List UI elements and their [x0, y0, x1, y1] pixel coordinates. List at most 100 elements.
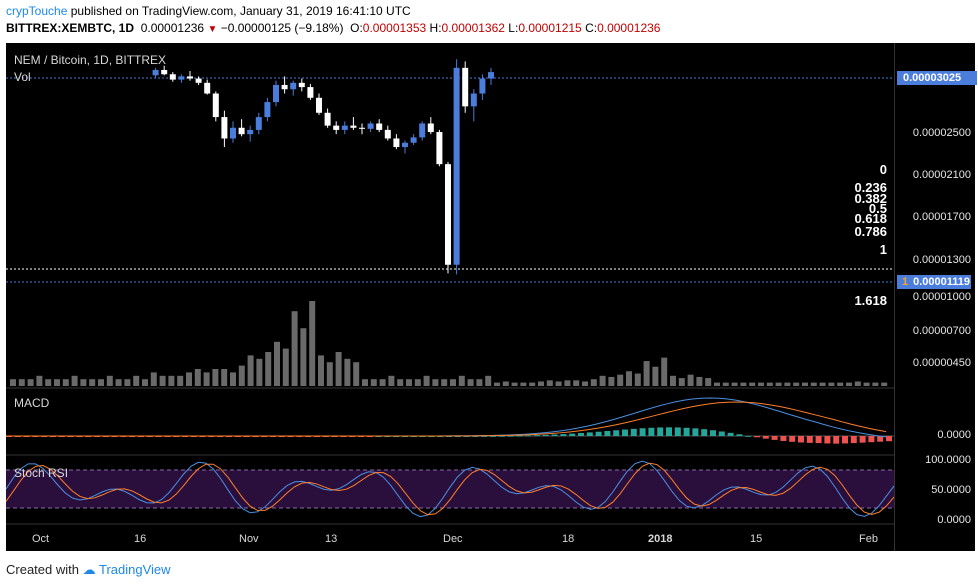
volume-bar [819, 382, 826, 386]
volume-bar [142, 379, 148, 386]
price-tick: 0.00001300 [912, 254, 971, 266]
fib-label-0382: 0.382 [854, 191, 887, 206]
macd-histogram-bar [806, 436, 813, 443]
fib-label-1618: 1.618 [854, 293, 887, 308]
volume-label: Vol [14, 70, 31, 84]
footer: Created with ☁ TradingView [6, 562, 171, 578]
candle [204, 82, 211, 94]
price-tag-high: 0.00003025 [897, 71, 977, 85]
volume-bar [414, 379, 421, 386]
volume-bar [221, 369, 228, 386]
candle [419, 123, 426, 138]
candle [316, 97, 322, 113]
macd-histogram-bar [446, 435, 452, 437]
volume-bar [45, 379, 52, 386]
macd-histogram-bar [525, 435, 532, 437]
volume-bar [573, 380, 580, 386]
volume-bar [133, 375, 140, 386]
macd-histogram-bar [648, 427, 655, 436]
ohlc-line: BITTREX:XEMBTC, 1D 0.00001236 ▼ −0.00000… [6, 21, 660, 35]
candle [462, 67, 469, 107]
candle [169, 74, 176, 80]
time-label: 15 [750, 533, 763, 545]
down-arrow-icon: ▼ [207, 24, 218, 35]
candle [341, 125, 348, 130]
chart-canvas[interactable]: NEM / Bitcoin, 1D, BITTREX Vol MACD Stoc… [5, 43, 895, 551]
macd-histogram-bar [305, 436, 312, 437]
fib-label-0618: 0.618 [854, 211, 887, 226]
volume-bar [555, 381, 562, 386]
volume-bar [634, 373, 641, 386]
volume-bar [194, 369, 201, 386]
volume-bar [626, 371, 632, 386]
volume-bar [766, 382, 773, 386]
candle [453, 67, 460, 265]
volume-bar [670, 375, 676, 386]
volume-bar [115, 379, 122, 386]
volume-bar [837, 382, 844, 386]
volume-bar [238, 365, 245, 386]
price-tick: 0.00000450 [912, 357, 971, 369]
fib-label-0786: 0.786 [854, 224, 887, 239]
volume-bar [494, 382, 500, 386]
chart-svg[interactable] [5, 43, 895, 551]
volume-bar [608, 376, 615, 386]
price-axis[interactable]: 0.00003025 0.00002500 0.00002100 0.00001… [894, 43, 977, 551]
volume-bar [388, 375, 395, 386]
macd-histogram-bar [842, 436, 848, 444]
volume-bar [529, 382, 536, 386]
macd-histogram-bar [639, 428, 646, 436]
volume-bar [265, 352, 272, 386]
macd-histogram-bar [578, 433, 584, 436]
candle [376, 123, 383, 130]
signal-line [6, 401, 887, 437]
macd-histogram-bar [824, 436, 831, 444]
author-link[interactable]: crypTouche [6, 4, 68, 18]
macd-label: MACD [14, 396, 50, 410]
volume-bar [476, 379, 483, 386]
volume-bar [696, 376, 703, 386]
candle [384, 129, 391, 139]
macd-histogram-bar [463, 435, 470, 437]
macd-histogram-bar [384, 435, 391, 437]
open-value: 0.00001353 [362, 21, 427, 35]
volume-bar [467, 379, 474, 386]
macd-histogram-bar [657, 427, 664, 436]
volume-bar [18, 379, 25, 386]
volume-bar [564, 380, 571, 386]
macd-histogram-bar [798, 436, 804, 443]
macd-histogram-bar [710, 430, 716, 436]
volume-bar [300, 328, 307, 386]
time-label: 16 [134, 533, 147, 545]
time-label: Oct [32, 533, 50, 545]
volume-bar [186, 372, 192, 386]
volume-bar [124, 379, 131, 386]
macd-histogram-bar [296, 436, 303, 437]
volume-bar [177, 375, 184, 386]
created-with-label: Created with [6, 562, 79, 577]
volume-bar [538, 381, 544, 386]
tradingview-brand[interactable]: TradingView [99, 562, 171, 577]
volume-bar [441, 379, 448, 386]
volume-bar [36, 375, 43, 386]
time-label: 13 [325, 533, 338, 545]
macd-histogram-bar [534, 435, 540, 437]
volume-bar [291, 311, 298, 386]
macd-histogram-bar [771, 436, 778, 440]
volume-bar [274, 341, 280, 386]
volume-bar [846, 382, 852, 386]
volume-bar [731, 382, 738, 386]
macd-histogram-bar [366, 436, 373, 437]
volume-bar [10, 379, 16, 386]
volume-bar [54, 379, 60, 386]
price-tick: 0.00002100 [912, 169, 971, 181]
volume-bar [749, 382, 756, 386]
macd-histogram-bar [833, 436, 840, 444]
candle [247, 129, 254, 135]
price-tick: 0.00002500 [912, 127, 971, 139]
close-value: 0.00001236 [597, 21, 661, 35]
macd-histogram-bar [736, 434, 743, 436]
time-axis[interactable]: Oct 16 Nov 13 Dec 18 2018 15 Feb [6, 533, 894, 551]
volume-bar [423, 375, 430, 386]
close-label: C: [585, 21, 598, 35]
